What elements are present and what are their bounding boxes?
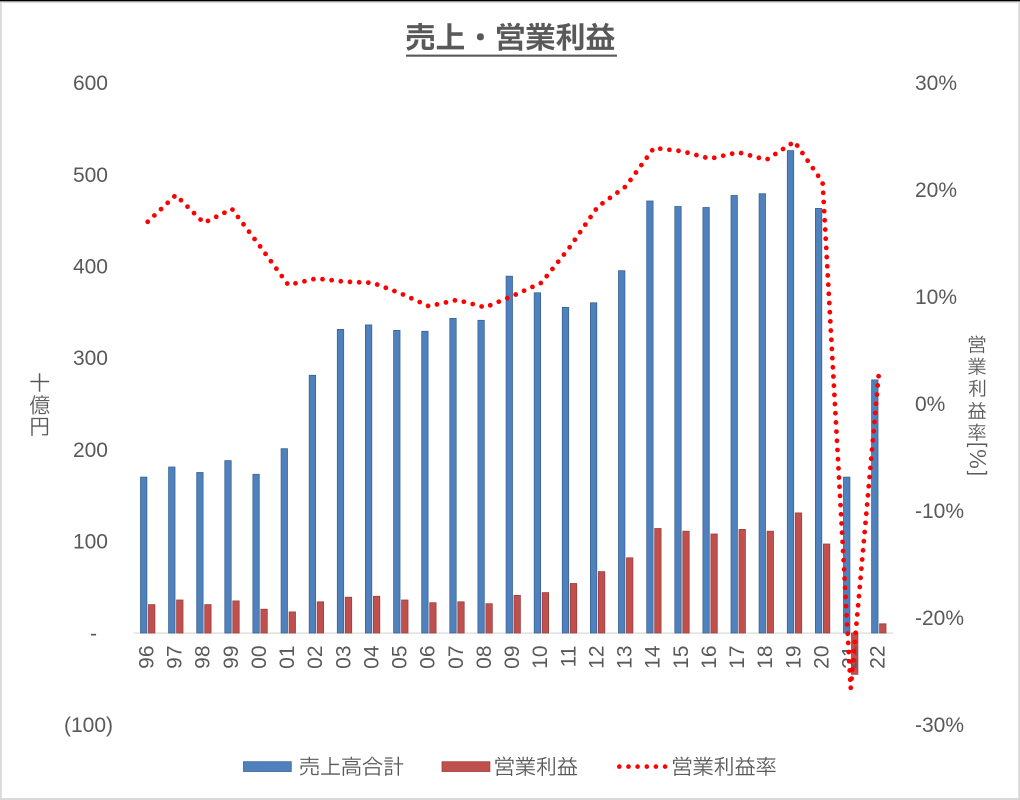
- svg-text:-: -: [90, 622, 97, 645]
- svg-text:07: 07: [445, 646, 468, 669]
- svg-text:96: 96: [136, 646, 159, 669]
- svg-text:01: 01: [276, 646, 299, 669]
- svg-text:20: 20: [810, 646, 833, 669]
- svg-text:300: 300: [73, 347, 108, 370]
- svg-text:10%: 10%: [915, 286, 957, 309]
- svg-text:30%: 30%: [915, 72, 957, 95]
- svg-text:00: 00: [248, 646, 271, 669]
- svg-text:-30%: -30%: [915, 714, 964, 737]
- svg-text:12: 12: [585, 646, 608, 669]
- svg-text:06: 06: [417, 646, 440, 669]
- svg-text:08: 08: [473, 646, 496, 669]
- svg-text:18: 18: [754, 646, 777, 669]
- svg-text:19: 19: [782, 646, 805, 669]
- svg-text:17: 17: [726, 646, 749, 669]
- svg-text:14: 14: [642, 645, 665, 669]
- svg-text:15: 15: [670, 646, 693, 669]
- svg-text:03: 03: [332, 646, 355, 669]
- svg-text:20%: 20%: [915, 179, 957, 202]
- svg-text:04: 04: [360, 645, 383, 669]
- svg-text:21: 21: [839, 646, 862, 669]
- svg-text:100: 100: [73, 531, 108, 554]
- svg-text:10: 10: [529, 646, 552, 669]
- svg-text:16: 16: [698, 646, 721, 669]
- svg-text:-10%: -10%: [915, 500, 964, 523]
- svg-text:09: 09: [501, 646, 524, 669]
- svg-text:0%: 0%: [915, 393, 945, 416]
- svg-text:(100): (100): [64, 714, 113, 737]
- svg-text:05: 05: [389, 646, 412, 669]
- svg-text:200: 200: [73, 439, 108, 462]
- svg-text:600: 600: [73, 72, 108, 95]
- svg-text:13: 13: [614, 646, 637, 669]
- svg-text:11: 11: [557, 646, 580, 668]
- svg-text:98: 98: [192, 646, 215, 669]
- svg-text:99: 99: [220, 646, 243, 669]
- svg-text:02: 02: [304, 646, 327, 669]
- svg-text:97: 97: [164, 646, 187, 669]
- svg-text:400: 400: [73, 256, 108, 279]
- svg-text:-20%: -20%: [915, 607, 964, 630]
- svg-text:500: 500: [73, 164, 108, 187]
- svg-text:22: 22: [867, 646, 890, 669]
